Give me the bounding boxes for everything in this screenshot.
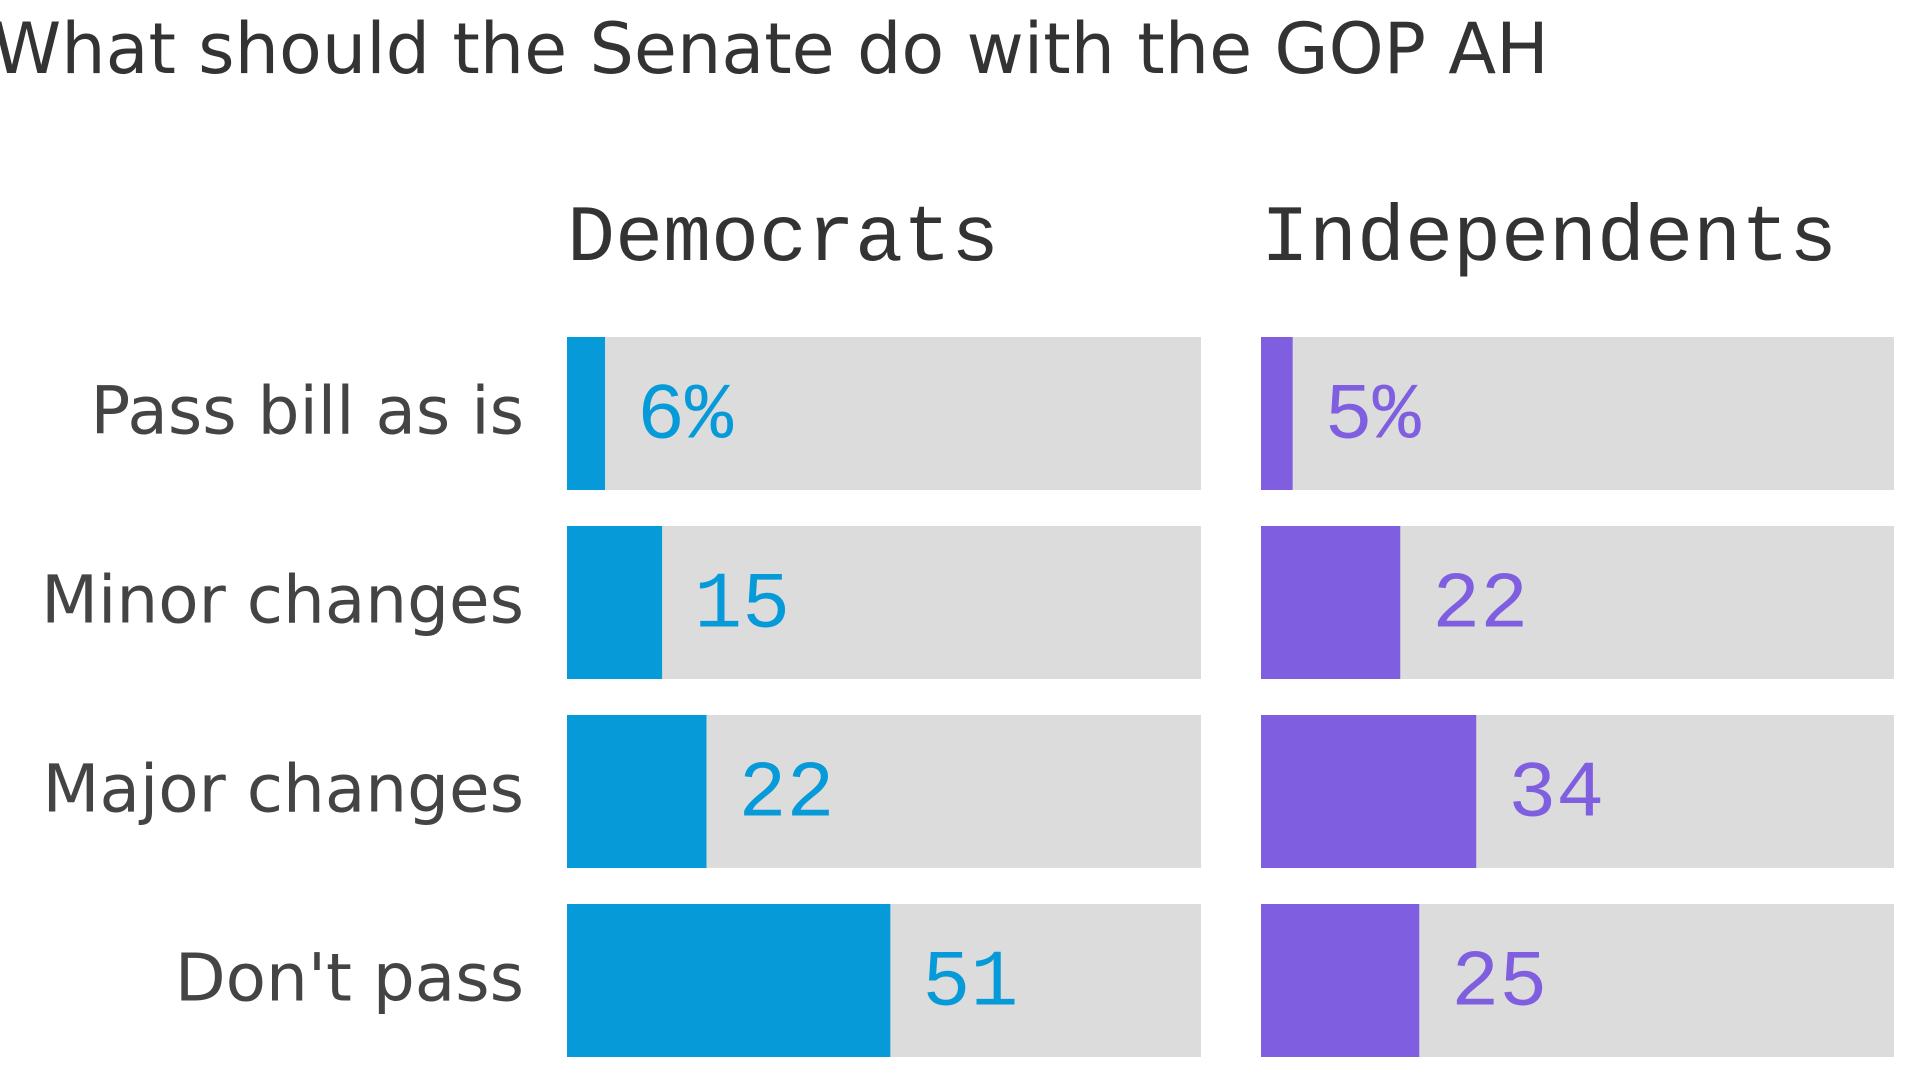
chart-title: What should the Senate do with the GOP A… [0, 8, 1549, 90]
bar [567, 526, 663, 679]
bar [1261, 715, 1477, 868]
bar [1261, 526, 1401, 679]
bar-track [567, 337, 1201, 490]
value-label: 51 [922, 939, 1018, 1030]
category-label: Pass bill as is [91, 373, 524, 450]
panel-header: Independents [1261, 194, 1837, 285]
value-label: 22 [1432, 561, 1528, 652]
category-label: Major changes [43, 751, 525, 828]
bar [1261, 904, 1420, 1057]
bar [567, 337, 606, 490]
bar [567, 904, 891, 1057]
panel-header: Democrats [567, 194, 999, 285]
value-label: 34 [1508, 750, 1604, 841]
category-label: Don't pass [175, 940, 524, 1017]
bar [1261, 337, 1293, 490]
value-label: 22 [738, 750, 834, 841]
value-label: 15 [694, 561, 790, 652]
bar-track [567, 526, 1201, 679]
value-label: 25 [1451, 939, 1547, 1030]
value-label: 6% [637, 372, 734, 463]
category-label: Minor changes [41, 562, 524, 639]
bar [567, 715, 707, 868]
value-label: 5% [1325, 372, 1422, 463]
bar-track [1261, 337, 1894, 490]
